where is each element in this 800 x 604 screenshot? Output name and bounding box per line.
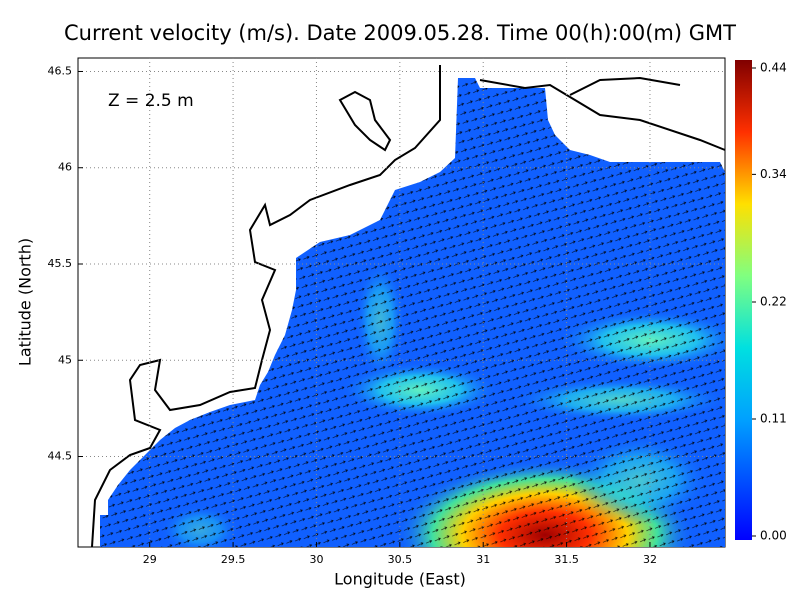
- y-axis-label: Latitude (North): [16, 238, 35, 366]
- y-tick-label: 45.5: [48, 257, 73, 270]
- y-tick-label: 46: [58, 161, 72, 174]
- y-tick-label: 45: [58, 353, 72, 366]
- x-tick-label: 31: [476, 553, 490, 566]
- colorbar-tick-label: 0.34: [760, 167, 787, 181]
- x-tick-label: 29: [143, 553, 157, 566]
- title: Current velocity (m/s). Date 2009.05.28.…: [64, 21, 736, 45]
- x-tick-label: 30: [309, 553, 323, 566]
- x-tick-label: 32: [643, 553, 657, 566]
- x-tick-label: 31.5: [554, 553, 579, 566]
- colorbar-tick-label: 0.00: [760, 529, 787, 543]
- depth-annotation: Z = 2.5 m: [108, 91, 194, 111]
- colorbar-tick-label: 0.22: [760, 295, 787, 309]
- y-tick-label: 46.5: [48, 64, 73, 77]
- grid: [78, 58, 725, 547]
- ticks: 29 29.5 30 30.5 31 31.5 32 44.5 45 45.5 46 46.5 0.00…: [48, 61, 787, 567]
- y-tick-label: 44.5: [48, 450, 73, 463]
- colorbar-tick-label: 0.11: [760, 412, 787, 426]
- colorbar-tick-label: 0.44: [760, 61, 787, 75]
- x-axis-label: Longitude (East): [334, 570, 466, 589]
- colorbar: [735, 60, 752, 540]
- x-tick-label: 30.5: [388, 553, 413, 566]
- x-tick-label: 29.5: [221, 553, 246, 566]
